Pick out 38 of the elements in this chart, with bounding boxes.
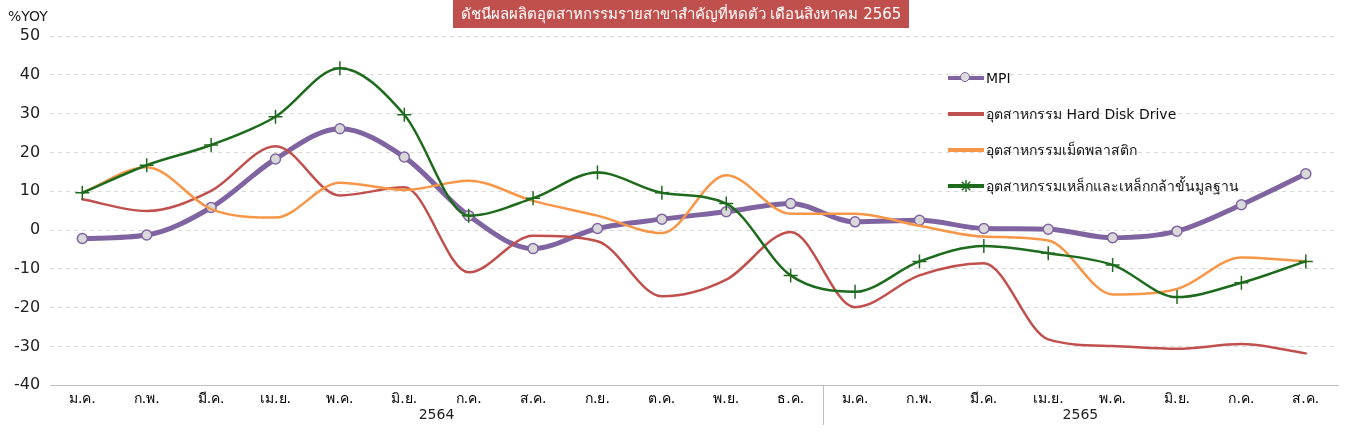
y-axis-title: %YOY [8, 8, 48, 24]
x-tick-label: ก.ย. [585, 390, 610, 407]
x-tick-label: มี.ค. [970, 390, 998, 407]
x-tick-label: ก.ค. [1228, 390, 1255, 407]
x-tick-label: พ.ค. [1099, 390, 1127, 407]
x-tick-label: ก.พ. [906, 390, 933, 407]
legend-label: อุตสาหกรรมเม็ดพลาสติก [986, 140, 1137, 161]
x-tick-label: เม.ย. [1032, 390, 1064, 407]
x-tick-label: มิ.ย. [1164, 390, 1190, 407]
x-tick-label: ธ.ค. [777, 390, 805, 407]
y-tick-label: -40 [13, 374, 41, 394]
y-tick-label: 20 [19, 141, 41, 161]
x-tick-label: มี.ค. [197, 390, 225, 407]
y-tick-label: -30 [13, 335, 41, 355]
chart-title: ดัชนีผลผลิตอุตสาหกรรมรายสาขาสำคัญที่หดตัว เดือนสิงหาคม 2565 [452, 0, 910, 28]
x-tick-label: ต.ค. [648, 390, 676, 407]
y-tick-label: 0 [29, 219, 41, 239]
x-tick-label: พ.ค. [326, 390, 354, 407]
x-tick-label: ก.พ. [133, 390, 160, 407]
y-tick-label: 30 [19, 102, 41, 122]
x-tick-label: ส.ค. [519, 390, 547, 407]
x-tick-label: ม.ค. [68, 390, 96, 407]
legend-label: อุตสาหกรรมเหล็กและเหล็กกล้าขั้นมูลฐาน [986, 175, 1239, 197]
y-tick-label: 50 [19, 25, 41, 45]
y-tick-label: -20 [13, 296, 41, 316]
text: 2564 [418, 405, 455, 422]
y-tick-label: 10 [19, 180, 41, 200]
x-tick-label: ม.ค. [841, 390, 869, 407]
x-tick-label: มิ.ย. [391, 390, 418, 407]
x-tick-label: เม.ย. [260, 390, 291, 407]
text: 2565 [1062, 405, 1099, 422]
legend-label: อุตสาหกรรม Hard Disk Drive [986, 105, 1177, 125]
y-tick-label: -10 [13, 257, 41, 277]
x-tick-label: ส.ค. [1292, 390, 1320, 407]
x-tick-label: พ.ย. [713, 390, 740, 407]
x-tick-label: ก.ค. [455, 390, 482, 407]
legend-label: MPI [986, 70, 1011, 86]
y-tick-label: 40 [19, 63, 41, 83]
